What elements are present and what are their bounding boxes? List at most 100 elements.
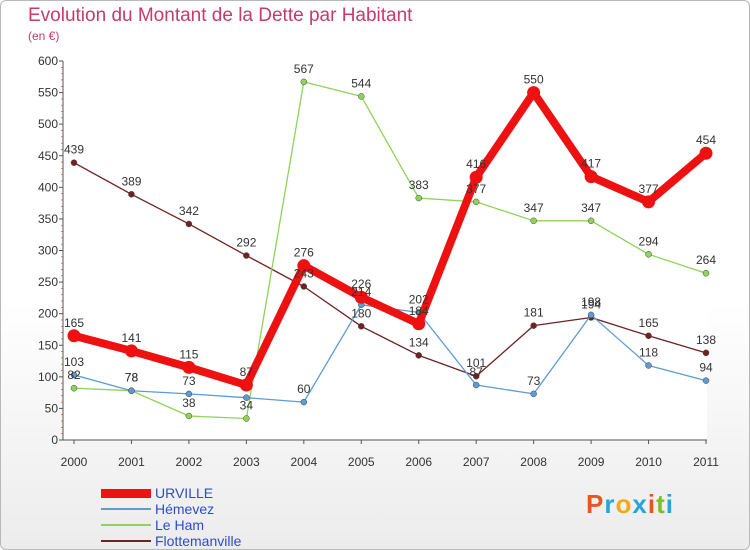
y-tick-label: 250	[38, 275, 58, 289]
legend-label: Flottemanville	[155, 533, 242, 549]
data-label: 141	[121, 331, 141, 345]
data-point	[70, 159, 78, 166]
y-tick-label: 50	[45, 401, 59, 415]
data-label: 165	[639, 316, 659, 330]
x-tick-label: 2000	[61, 455, 88, 469]
series-line-urville	[72, 88, 709, 390]
x-tick-label: 2006	[405, 455, 432, 469]
data-point	[128, 191, 135, 198]
data-point	[415, 194, 422, 202]
data-label: 94	[699, 361, 713, 375]
legend-label: URVILLE	[155, 485, 214, 501]
data-point	[243, 415, 250, 422]
data-point	[358, 323, 365, 330]
legend-swatch	[101, 508, 151, 510]
y-tick-label: 600	[38, 54, 58, 68]
data-point	[182, 360, 196, 374]
data-label: 292	[236, 236, 256, 250]
data-label: 73	[182, 374, 196, 388]
data-label: 377	[466, 182, 486, 196]
x-tick-label: 2008	[520, 455, 547, 469]
data-point	[527, 86, 541, 100]
x-tick-label: 2004	[290, 455, 317, 469]
data-point	[469, 170, 483, 184]
data-label: 454	[696, 133, 716, 147]
data-label: 165	[64, 316, 84, 330]
y-tick-label: 200	[38, 307, 58, 321]
data-label: 417	[581, 157, 601, 171]
x-tick-label: 2010	[635, 455, 662, 469]
data-point	[702, 269, 710, 277]
data-point	[530, 217, 537, 225]
data-point	[472, 372, 480, 380]
series-line-flottemanville	[73, 162, 707, 377]
data-point	[239, 378, 253, 392]
data-label: 180	[351, 306, 371, 320]
data-point	[300, 78, 308, 86]
data-label: 214	[351, 285, 371, 299]
data-label: 347	[524, 201, 544, 215]
data-point	[128, 387, 135, 394]
legend-label: Le Ham	[155, 517, 205, 533]
data-label: 115	[179, 347, 198, 361]
legend-label: Hémevez	[155, 501, 215, 517]
x-tick-label: 2001	[118, 455, 145, 469]
x-tick-label: 2002	[176, 455, 203, 469]
data-point	[412, 317, 426, 331]
y-tick-label: 100	[38, 370, 58, 384]
y-tick-label: 500	[38, 117, 58, 131]
data-label: 550	[524, 73, 544, 87]
data-label: 544	[351, 76, 371, 90]
x-tick-label: 2011	[693, 455, 719, 469]
data-point	[354, 290, 368, 304]
data-label: 439	[64, 143, 84, 157]
y-tick-label: 0	[51, 433, 58, 447]
data-point	[642, 195, 656, 209]
series-line-le ham	[73, 81, 707, 420]
legend-item: Hémevez	[101, 501, 241, 517]
y-tick-label: 150	[38, 338, 58, 352]
legend-item: Le Ham	[101, 517, 241, 533]
data-point	[300, 398, 308, 406]
data-point	[699, 146, 713, 160]
y-tick-label: 300	[38, 244, 58, 258]
data-point	[358, 93, 365, 100]
data-label: 60	[297, 382, 311, 396]
data-point	[472, 198, 480, 206]
data-label: 73	[527, 374, 541, 388]
data-label: 101	[466, 356, 486, 370]
legend-swatch	[101, 540, 151, 542]
legend: URVILLE Hémevez Le Ham Flottemanville	[101, 485, 241, 549]
data-point	[67, 329, 81, 343]
proxiti-logo: Proxiti	[586, 489, 674, 519]
data-label: 181	[524, 306, 544, 320]
data-point	[645, 362, 652, 369]
data-point	[70, 371, 78, 379]
data-label: 134	[409, 335, 429, 349]
data-label: 103	[64, 355, 84, 369]
data-point	[243, 394, 250, 401]
data-point	[185, 390, 193, 398]
data-point	[124, 344, 138, 358]
data-label: 243	[294, 267, 314, 281]
data-label: 82	[67, 368, 81, 382]
y-tick-label: 450	[38, 149, 58, 163]
data-label: 377	[639, 182, 659, 196]
data-point	[584, 170, 598, 184]
data-point	[243, 252, 250, 259]
data-label: 118	[639, 345, 658, 359]
data-label: 184	[409, 304, 429, 318]
legend-swatch	[101, 488, 151, 498]
y-tick-label: 550	[38, 86, 58, 100]
data-label: 416	[466, 157, 486, 171]
data-point	[530, 322, 537, 329]
y-tick-label: 350	[38, 212, 58, 226]
data-label: 294	[639, 234, 659, 248]
chart-subtitle: (en €)	[28, 29, 60, 43]
data-label: 38	[182, 396, 196, 410]
data-point	[415, 352, 422, 359]
data-label: 87	[240, 365, 254, 379]
data-label: 342	[179, 204, 199, 218]
